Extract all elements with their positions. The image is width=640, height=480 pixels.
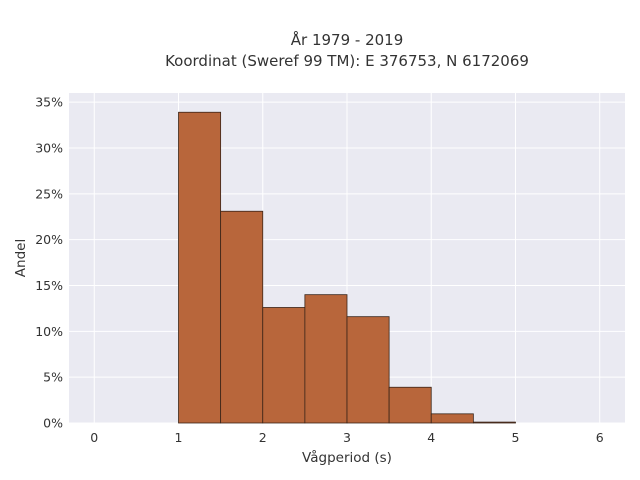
y-tick-label: 20% bbox=[35, 232, 63, 247]
x-axis-label: Vågperiod (s) bbox=[302, 449, 392, 466]
y-tick-label: 10% bbox=[35, 324, 63, 339]
histogram-bar-7 bbox=[472, 421, 516, 424]
bars bbox=[178, 111, 516, 424]
y-tick-label: 5% bbox=[43, 370, 63, 385]
y-axis-label: Andel bbox=[13, 239, 29, 277]
x-axis-ticks: 0 1 2 3 4 5 6 bbox=[90, 430, 603, 445]
x-tick-label: 1 bbox=[175, 430, 183, 445]
x-tick-label: 5 bbox=[512, 430, 520, 445]
histogram-bar-6 bbox=[430, 413, 474, 424]
x-tick-label: 3 bbox=[343, 430, 351, 445]
histogram-bar-4 bbox=[346, 316, 390, 424]
y-axis-ticks: 0% 5% 10% 15% 20% 25% 30% 35% bbox=[35, 95, 63, 431]
chart-title-line2: Koordinat (Sweref 99 TM): E 376753, N 61… bbox=[165, 52, 529, 70]
histogram-bar-3 bbox=[304, 294, 348, 424]
x-tick-label: 0 bbox=[90, 430, 98, 445]
histogram-bar-5 bbox=[388, 386, 432, 424]
x-tick-label: 2 bbox=[259, 430, 267, 445]
histogram-bar-1 bbox=[220, 210, 264, 424]
histogram-bar-0 bbox=[178, 111, 222, 424]
chart-title-line1: År 1979 - 2019 bbox=[291, 30, 404, 49]
y-tick-label: 30% bbox=[35, 141, 63, 156]
histogram-bar-2 bbox=[262, 307, 306, 424]
y-tick-label: 25% bbox=[35, 186, 63, 201]
x-tick-label: 4 bbox=[427, 430, 435, 445]
y-tick-label: 0% bbox=[43, 416, 63, 431]
x-tick-label: 6 bbox=[596, 430, 604, 445]
y-tick-label: 35% bbox=[35, 95, 63, 110]
y-tick-label: 15% bbox=[35, 278, 63, 293]
